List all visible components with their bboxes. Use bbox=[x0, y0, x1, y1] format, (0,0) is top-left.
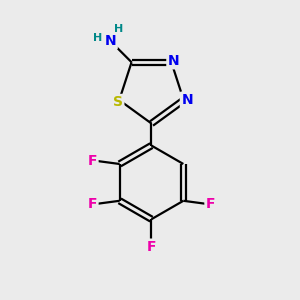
Text: F: F bbox=[206, 197, 215, 211]
Text: F: F bbox=[88, 154, 97, 168]
Text: N: N bbox=[182, 93, 193, 107]
Text: H: H bbox=[93, 32, 103, 43]
Text: S: S bbox=[113, 95, 123, 110]
Text: N: N bbox=[168, 54, 179, 68]
Text: F: F bbox=[147, 240, 156, 254]
Text: N: N bbox=[105, 34, 116, 48]
Text: H: H bbox=[114, 24, 123, 34]
Text: F: F bbox=[88, 197, 97, 211]
